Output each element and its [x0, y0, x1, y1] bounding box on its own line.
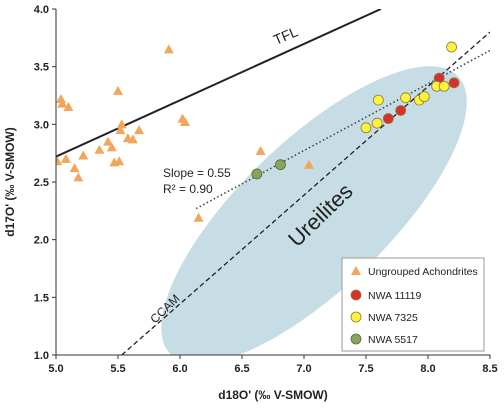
legend-label-nwa-7325: NWA 7325	[368, 312, 418, 324]
axes: 5.0 5.5 6.0 6.5 7.0 7.5 8.0 8.5 1.0 1.5 2.0 2.5 3.0 3…	[34, 4, 498, 375]
y-tick-label: 2.5	[34, 177, 49, 189]
y-tick-label: 1.5	[34, 292, 49, 304]
point-ungrouped-achondrites	[94, 144, 105, 154]
x-tick-label: 5.5	[110, 363, 125, 375]
x-tick-label: 5.0	[48, 363, 63, 375]
point-nwa-5517	[275, 159, 286, 171]
point-ungrouped-achondrites	[57, 98, 68, 108]
reference-lines	[56, 9, 490, 355]
legend-label-nwa-11119: NWA 11119	[368, 290, 421, 302]
point-nwa-7325	[418, 91, 430, 103]
point-nwa-11119	[448, 77, 460, 89]
data-points	[56, 41, 460, 222]
point-ungrouped-achondrites	[303, 159, 314, 169]
slope-label: Slope = 0.55	[163, 166, 231, 180]
y-axis-title: d17O' (‰ V-SMOW)	[3, 127, 17, 237]
legend-label-nwa-5517: NWA 5517	[368, 334, 418, 346]
x-tick-label: 6.0	[172, 363, 187, 375]
point-ungrouped-achondrites	[106, 142, 117, 152]
point-nwa-7325	[371, 117, 383, 129]
point-ungrouped-achondrites	[113, 85, 123, 95]
point-ungrouped-achondrites	[193, 212, 204, 222]
point-ungrouped-achondrites	[63, 102, 74, 112]
point-nwa-11119	[395, 105, 407, 116]
point-ungrouped-achondrites	[114, 156, 125, 166]
point-nwa-5517	[251, 168, 263, 180]
point-ungrouped-achondrites	[127, 134, 138, 144]
x-tick-label: 8.5	[482, 363, 497, 375]
x-tick-label: 6.5	[234, 363, 249, 375]
x-tick-label: 7.5	[358, 363, 373, 375]
ccam-line	[121, 31, 490, 355]
point-ungrouped-achondrites	[56, 93, 66, 103]
point-ungrouped-achondrites	[56, 156, 63, 166]
point-ungrouped-achondrites	[103, 136, 114, 146]
point-ungrouped-achondrites	[69, 163, 80, 173]
legend-marker-ungrouped-achondrites	[351, 266, 361, 275]
legend-marker-nwa-11119	[350, 289, 362, 301]
point-ungrouped-achondrites	[163, 44, 174, 54]
point-ungrouped-achondrites	[255, 145, 266, 155]
point-ungrouped-achondrites	[78, 150, 89, 160]
point-nwa-11119	[382, 113, 394, 124]
y-tick-label: 3.0	[34, 119, 49, 131]
x-axis-title: d18O' (‰ V-SMOW)	[218, 388, 328, 402]
y-tick-label: 1.0	[34, 350, 49, 362]
legend-marker-nwa-7325	[350, 311, 362, 323]
legend-label-ungrouped-achondrites: Ungrouped Achondrites	[368, 266, 478, 278]
point-ungrouped-achondrites	[116, 119, 127, 129]
point-nwa-7325	[400, 92, 412, 104]
point-ungrouped-achondrites	[115, 125, 126, 135]
point-nwa-7325	[438, 80, 450, 92]
legend: Ungrouped Achondrites NWA 11119 NWA 7325…	[341, 257, 485, 352]
point-ungrouped-achondrites	[179, 117, 190, 127]
x-tick-label: 7.0	[296, 363, 311, 375]
y-tick-label: 2.0	[34, 235, 49, 247]
point-ungrouped-achondrites	[134, 125, 145, 135]
legend-marker-nwa-5517	[350, 333, 362, 345]
tfl-label: TFL	[271, 23, 300, 48]
y-tick-label: 4.0	[34, 4, 49, 16]
point-nwa-7325	[372, 94, 384, 106]
x-tick-label: 8.0	[420, 363, 435, 375]
y-tick-label: 3.5	[34, 62, 49, 74]
ureilites-region	[161, 66, 467, 355]
point-nwa-7325	[360, 122, 372, 134]
tfl-line	[56, 9, 382, 158]
legend-box	[341, 257, 485, 352]
point-ungrouped-achondrites	[73, 172, 84, 182]
r2-label: R² = 0.90	[163, 182, 213, 196]
plot-area	[56, 9, 490, 355]
point-nwa-7325	[446, 41, 457, 53]
point-ungrouped-achondrites	[60, 153, 71, 163]
